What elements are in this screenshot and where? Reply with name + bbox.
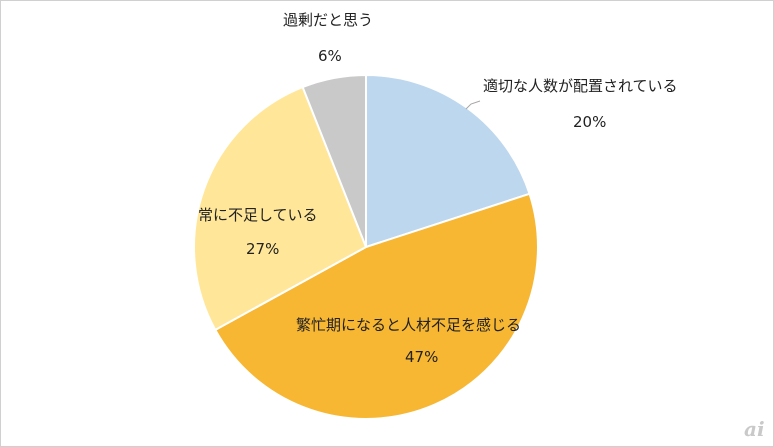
pie-slices <box>193 73 539 420</box>
slice-value-excess: 6% <box>318 47 342 65</box>
slice-label-appropriate: 適切な人数が配置されている <box>483 77 678 95</box>
watermark-logo: ai <box>744 417 765 441</box>
pie-slice-always-short <box>193 85 368 332</box>
slice-value-always-short: 27% <box>246 240 279 258</box>
slice-value-busy-season: 47% <box>405 348 438 366</box>
pie-slice-busy-season <box>213 192 539 420</box>
slice-value-appropriate: 20% <box>573 113 606 131</box>
slice-label-excess: 過剰だと思う <box>283 11 373 29</box>
pie-slice-excess <box>301 73 367 248</box>
slice-label-always-short: 常に不足している <box>198 206 318 224</box>
leader-line <box>465 100 481 110</box>
slice-label-busy-season: 繁忙期になると人材不足を感じる <box>296 316 521 334</box>
